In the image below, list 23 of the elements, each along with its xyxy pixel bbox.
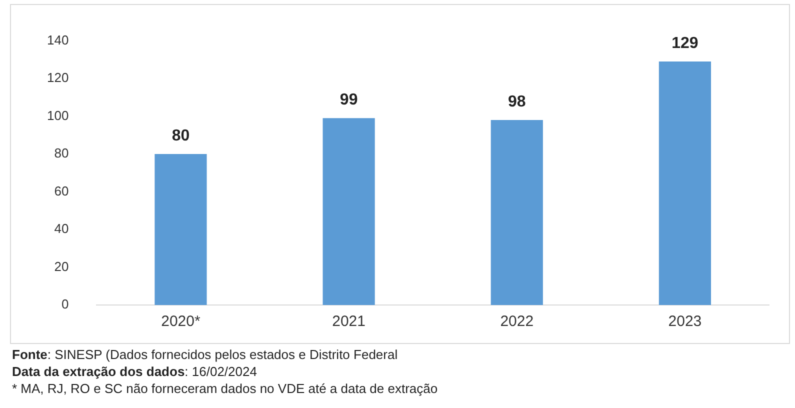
x-tick-label: 2020* [161, 313, 200, 330]
data-label: 99 [340, 92, 358, 109]
y-tick-label: 20 [54, 258, 69, 274]
bar [658, 62, 712, 305]
text: * MA, RJ, RO e SC não forneceram dados no VDE até a data de extração [12, 380, 438, 397]
data-label: 80 [172, 127, 190, 144]
text: Data da extração dos dados: 16/02/2024 [12, 363, 258, 380]
y-tick-label: 140 [46, 32, 69, 48]
y-tick-label: 120 [46, 70, 69, 86]
bar [490, 120, 543, 305]
x-tick-label: 2021 [332, 313, 366, 330]
y-tick-label: 40 [54, 221, 69, 236]
y-tick-label: 0 [61, 296, 69, 312]
y-tick-label: 60 [54, 183, 69, 198]
bar [154, 154, 207, 305]
x-tick-label: 2023 [668, 313, 702, 330]
y-tick-label: 80 [54, 146, 69, 161]
bar [322, 118, 375, 305]
data-label: 129 [672, 34, 698, 52]
source-note: Fonte: SINESP (Dados fornecidos pelos estados e Distrito Federal [12, 346, 399, 363]
data-label: 98 [508, 93, 526, 110]
x-tick-label: 2022 [500, 313, 534, 330]
y-tick-label: 100 [46, 108, 69, 123]
